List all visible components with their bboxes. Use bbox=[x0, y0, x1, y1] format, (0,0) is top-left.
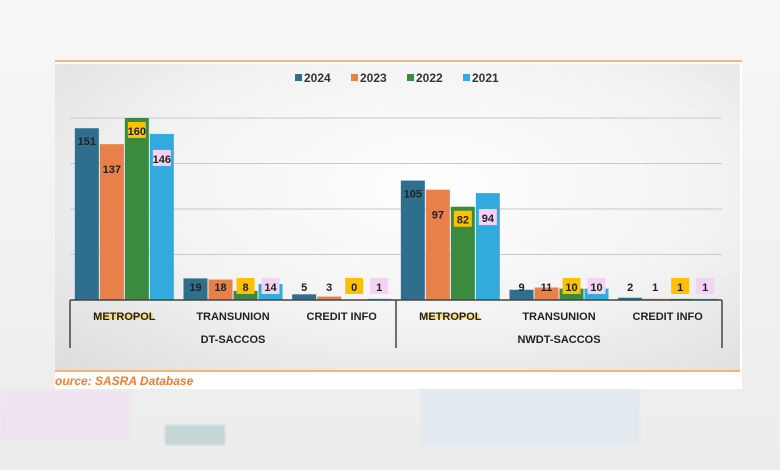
legend-label-2023: 2023 bbox=[360, 71, 387, 85]
bar-2024 bbox=[509, 289, 534, 300]
data-label: 82 bbox=[457, 215, 469, 227]
data-label-bg bbox=[478, 209, 497, 226]
category-label: CREDIT INFO bbox=[633, 311, 704, 323]
data-label: 94 bbox=[482, 213, 495, 225]
bar-2022 bbox=[124, 118, 149, 300]
bar-2024 bbox=[74, 128, 99, 300]
data-label: 9 bbox=[518, 282, 524, 294]
source-note: ource: SASRA Database bbox=[55, 374, 194, 388]
data-label-bg bbox=[453, 210, 472, 227]
bar-2024 bbox=[183, 278, 208, 300]
highlight bbox=[95, 313, 154, 319]
data-label-bg bbox=[671, 278, 690, 294]
data-label: 10 bbox=[590, 282, 602, 294]
bar-2023 bbox=[425, 189, 450, 300]
data-label: 2 bbox=[627, 282, 633, 294]
data-label: 19 bbox=[189, 282, 201, 294]
data-label: 137 bbox=[103, 164, 121, 176]
data-label: 11 bbox=[541, 282, 553, 294]
data-label: 160 bbox=[128, 126, 146, 138]
data-label-bg bbox=[236, 278, 255, 294]
data-label: 97 bbox=[432, 210, 444, 222]
legend-label-2021: 2021 bbox=[472, 71, 499, 85]
data-label: 1 bbox=[702, 282, 708, 294]
data-label: 3 bbox=[326, 282, 332, 294]
legend-swatch-2024 bbox=[295, 74, 302, 81]
group-label: DT-SACCOS bbox=[201, 334, 266, 346]
chart-card: 2024 2023 2022 2021 151 137 160 146 METROPOL 19 18… bbox=[55, 60, 742, 389]
data-label-bg bbox=[562, 278, 581, 294]
data-label-bg bbox=[370, 278, 389, 294]
data-label: 5 bbox=[301, 282, 307, 294]
data-label: 8 bbox=[242, 282, 248, 294]
group-label: NWDT-SACCOS bbox=[517, 334, 600, 346]
data-label: 1 bbox=[376, 282, 382, 294]
highlight bbox=[421, 313, 480, 319]
data-label: 146 bbox=[153, 154, 171, 166]
data-label: 151 bbox=[78, 136, 96, 148]
bar-2021 bbox=[584, 288, 609, 300]
bar-2023 bbox=[208, 279, 233, 300]
data-label-bg bbox=[261, 278, 280, 294]
plot-area: 2024 2023 2022 2021 151 137 160 146 METROPOL 19 18… bbox=[55, 64, 740, 372]
bar-2022 bbox=[559, 288, 584, 300]
category-label: METROPOL bbox=[93, 311, 156, 323]
legend-label-2024: 2024 bbox=[304, 71, 331, 85]
category-label: METROPOL bbox=[419, 311, 482, 323]
data-label: 0 bbox=[351, 282, 357, 294]
data-label: 105 bbox=[404, 189, 422, 201]
bar-2024 bbox=[292, 294, 317, 300]
data-label-bg bbox=[696, 278, 715, 294]
data-label-bg bbox=[127, 122, 146, 138]
data-label-bg bbox=[587, 278, 606, 294]
bar-2023 bbox=[534, 287, 559, 300]
data-label: 10 bbox=[565, 282, 577, 294]
category-label: TRANSUNION bbox=[196, 311, 269, 323]
bar-2022 bbox=[233, 290, 258, 300]
legend-swatch-2023 bbox=[351, 74, 358, 81]
data-label: 1 bbox=[677, 282, 683, 294]
data-label-bg bbox=[345, 278, 364, 294]
category-label: TRANSUNION bbox=[522, 311, 595, 323]
data-label: 18 bbox=[214, 282, 226, 294]
data-label-bg bbox=[152, 149, 171, 166]
bar-2023 bbox=[99, 144, 124, 300]
data-label: 14 bbox=[264, 282, 277, 294]
data-label: 1 bbox=[652, 282, 658, 294]
bar-2024 bbox=[400, 180, 425, 300]
legend-swatch-2021 bbox=[463, 74, 470, 81]
legend-label-2022: 2022 bbox=[416, 71, 443, 85]
category-label: CREDIT INFO bbox=[307, 311, 378, 323]
legend-swatch-2022 bbox=[407, 74, 414, 81]
bar-2023 bbox=[317, 296, 342, 300]
bar-2024 bbox=[618, 297, 643, 300]
